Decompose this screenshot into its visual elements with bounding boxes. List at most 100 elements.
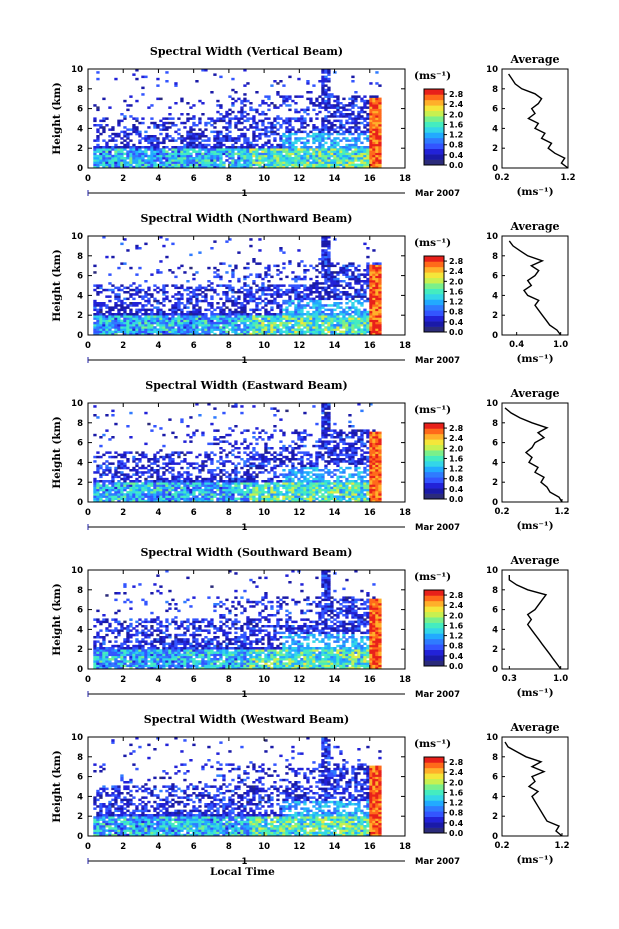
heatmap-cell (123, 297, 127, 301)
heatmap-cell (351, 152, 355, 156)
heatmap-cell (372, 326, 376, 329)
heatmap-cell (138, 330, 142, 334)
heatmap-cell (336, 288, 340, 292)
heatmap-cell (198, 163, 202, 167)
heatmap-cell (189, 297, 193, 301)
heatmap-cell (189, 324, 193, 327)
heatmap-cell (192, 132, 196, 136)
heatmap-cell (252, 295, 256, 298)
heatmap-cell (336, 143, 340, 147)
avg-x-tick-label: 1.2 (560, 173, 575, 183)
heatmap-cell (342, 132, 346, 136)
heatmap-cell (246, 150, 250, 153)
heatmap-cell (189, 106, 193, 109)
heatmap-cell (327, 95, 331, 98)
heatmap-cell (132, 328, 136, 331)
heatmap-cell (213, 317, 217, 320)
heatmap-cell (255, 464, 259, 468)
heatmap-cell (228, 473, 232, 476)
heatmap-cell (201, 154, 205, 158)
heatmap-cell (291, 157, 295, 160)
heatmap-cell (219, 328, 223, 331)
heatmap-cell (114, 455, 118, 459)
heatmap-cell (123, 451, 127, 454)
heatmap-cell (240, 477, 244, 481)
heatmap-cell (354, 115, 358, 118)
heatmap-cell (222, 135, 226, 138)
heatmap-cell (231, 495, 235, 498)
heatmap-cell (324, 84, 328, 87)
heatmap-cell (123, 499, 127, 503)
heatmap-cell (324, 317, 328, 320)
heatmap-cell (321, 286, 325, 290)
heatmap-cell (213, 308, 217, 312)
heatmap-cell (192, 319, 196, 323)
heatmap-cell (165, 482, 169, 485)
x-tick-label: 2 (120, 341, 126, 351)
heatmap-cell (306, 313, 310, 316)
heatmap-cell (321, 137, 325, 140)
heatmap-cell (198, 484, 202, 487)
heatmap-cell (99, 284, 103, 287)
heatmap-cell (294, 321, 298, 325)
heatmap-cell (132, 126, 136, 129)
heatmap-cell (228, 297, 232, 301)
heatmap-cell (243, 306, 247, 309)
heatmap-cell (291, 315, 295, 318)
heatmap-cell (153, 493, 157, 496)
heatmap-cell (345, 319, 349, 323)
heatmap-cell (198, 480, 202, 483)
heatmap-cell (192, 115, 196, 118)
heatmap-cell (300, 291, 304, 294)
heatmap-cell (243, 486, 247, 490)
heatmap-cell (162, 466, 166, 470)
heatmap-cell (246, 284, 250, 287)
heatmap-cell (276, 121, 280, 125)
heatmap-cell (333, 324, 337, 327)
heatmap-cell (318, 157, 322, 160)
heatmap-cell (243, 317, 247, 320)
heatmap-cell (210, 165, 214, 169)
heatmap-cell (225, 293, 229, 296)
heatmap-cell (162, 137, 166, 140)
heatmap-cell (156, 271, 160, 274)
heatmap-cell (216, 488, 220, 492)
heatmap-cell (264, 273, 268, 276)
heatmap-cell (210, 313, 214, 316)
heatmap-cell (294, 286, 298, 290)
heatmap-cell (378, 117, 382, 120)
heatmap-cell (321, 102, 325, 105)
heatmap-cell (324, 273, 328, 276)
heatmap-cell (315, 126, 319, 129)
heatmap-cell (267, 317, 271, 320)
heatmap-cell (327, 326, 331, 329)
heatmap-cell (147, 148, 151, 151)
heatmap-cell (216, 269, 220, 272)
heatmap-cell (354, 275, 358, 279)
heatmap-cell (231, 139, 235, 142)
heatmap-cell (144, 330, 148, 334)
heatmap-cell (375, 302, 379, 305)
heatmap-cell (186, 313, 190, 316)
heatmap-cell (129, 157, 133, 160)
heatmap-cell (375, 157, 379, 160)
heatmap-cell (372, 317, 376, 320)
heatmap-cell (285, 119, 289, 123)
heatmap-cell (114, 286, 118, 290)
heatmap-cell (141, 464, 145, 468)
heatmap-cell (144, 148, 148, 151)
heatmap-cell (252, 108, 256, 112)
heatmap-cell (330, 291, 334, 294)
heatmap-cell (108, 288, 112, 292)
heatmap-cell (240, 308, 244, 312)
heatmap-cell (366, 135, 370, 138)
heatmap-cell (120, 148, 124, 151)
heatmap-cell (348, 165, 352, 169)
heatmap-cell (144, 139, 148, 142)
heatmap-cell (228, 280, 232, 283)
heatmap-cell (183, 143, 187, 147)
heatmap-cell (195, 403, 199, 406)
heatmap-cell (171, 150, 175, 153)
heatmap-cell (147, 137, 151, 140)
heatmap-cell (243, 115, 247, 118)
